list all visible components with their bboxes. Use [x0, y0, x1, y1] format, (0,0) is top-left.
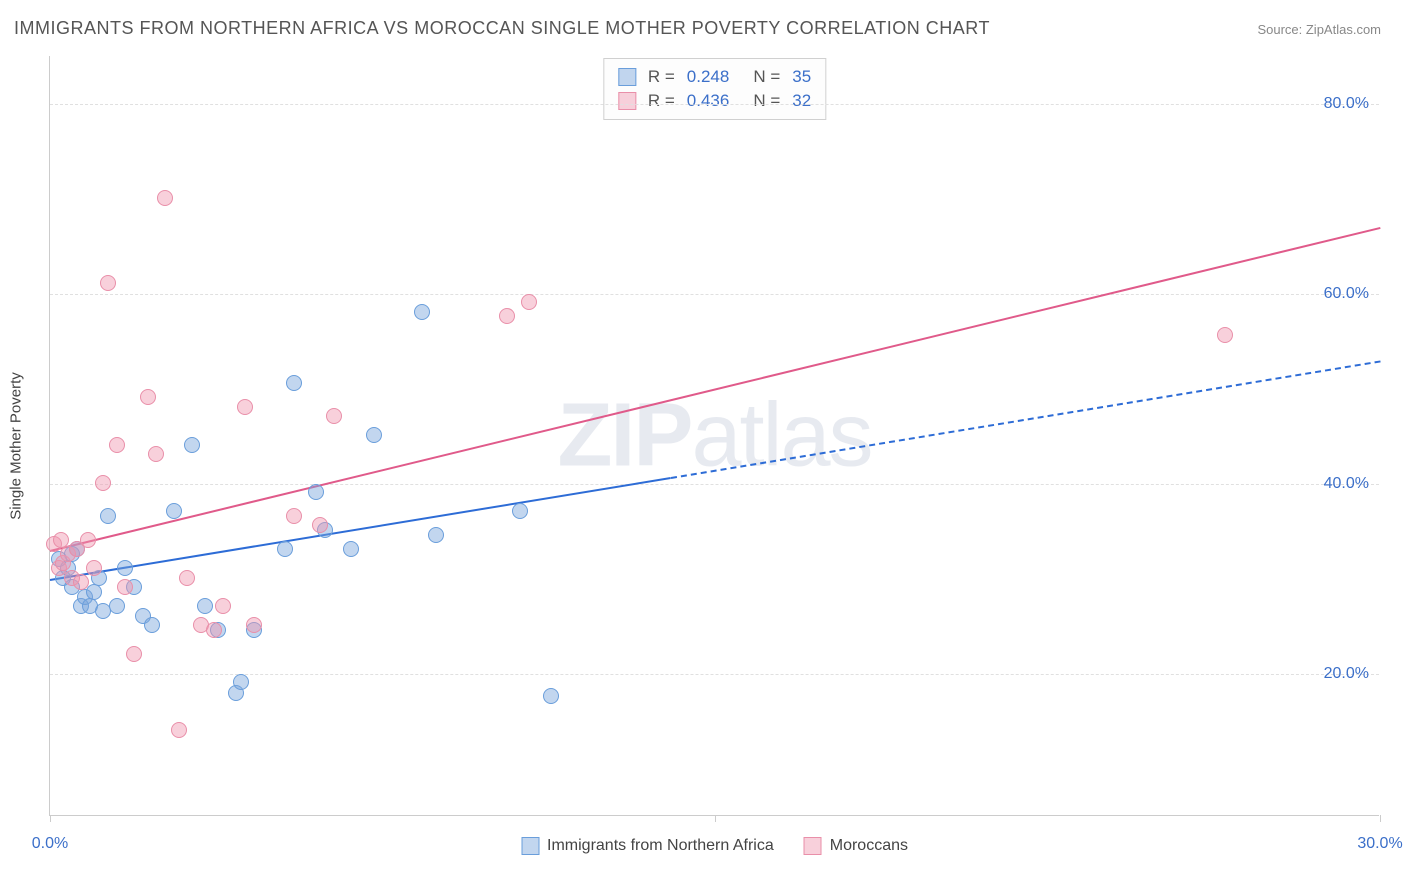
data-point: [166, 503, 182, 519]
legend-n-value: 32: [792, 91, 811, 111]
data-point: [343, 541, 359, 557]
legend-top-row: R = 0.436 N = 32: [618, 89, 811, 113]
data-point: [171, 722, 187, 738]
data-point: [277, 541, 293, 557]
data-point: [157, 190, 173, 206]
data-point: [286, 375, 302, 391]
trend-line: [50, 227, 1380, 552]
legend-bottom-item: Immigrants from Northern Africa: [521, 837, 774, 855]
data-point: [184, 437, 200, 453]
data-point: [117, 579, 133, 595]
data-point: [100, 508, 116, 524]
data-point: [366, 427, 382, 443]
legend-r-label: R =: [648, 67, 675, 87]
legend-n-label: N =: [753, 67, 780, 87]
data-point: [312, 517, 328, 533]
data-point: [233, 674, 249, 690]
data-point: [215, 598, 231, 614]
gridline: [50, 484, 1379, 485]
data-point: [86, 560, 102, 576]
chart-container: IMMIGRANTS FROM NORTHERN AFRICA VS MOROC…: [0, 0, 1406, 892]
gridline: [50, 294, 1379, 295]
plot-area: R =0.248N =35R =0.436N =32 ZIPatlas Immi…: [49, 56, 1379, 816]
gridline: [50, 674, 1379, 675]
x-tick: [715, 815, 716, 822]
legend-r-value: 0.248: [687, 67, 730, 87]
source-label: Source: ZipAtlas.com: [1257, 22, 1381, 37]
trend-line: [670, 360, 1380, 479]
data-point: [543, 688, 559, 704]
legend-swatch: [804, 837, 822, 855]
x-tick: [1380, 815, 1381, 822]
data-point: [512, 503, 528, 519]
legend-bottom-item: Moroccans: [804, 837, 908, 855]
data-point: [144, 617, 160, 633]
legend-r-value: 0.436: [687, 91, 730, 111]
x-tick-label: 0.0%: [32, 835, 68, 853]
legend-series: Immigrants from Northern Africa Moroccans: [521, 837, 908, 855]
data-point: [86, 584, 102, 600]
data-point: [109, 598, 125, 614]
data-point: [499, 308, 515, 324]
data-point: [109, 437, 125, 453]
data-point: [179, 570, 195, 586]
data-point: [73, 574, 89, 590]
data-point: [308, 484, 324, 500]
data-point: [326, 408, 342, 424]
legend-swatch: [618, 92, 636, 110]
data-point: [100, 275, 116, 291]
legend-series-label: Immigrants from Northern Africa: [547, 837, 774, 855]
data-point: [286, 508, 302, 524]
x-tick-label: 30.0%: [1357, 835, 1402, 853]
legend-correlation: R = 0.248 N = 35 R = 0.436 N = 32: [603, 58, 826, 120]
data-point: [206, 622, 222, 638]
data-point: [1217, 327, 1233, 343]
y-tick-label: 80.0%: [1324, 95, 1369, 113]
data-point: [140, 389, 156, 405]
data-point: [126, 646, 142, 662]
data-point: [414, 304, 430, 320]
legend-n-value: 35: [792, 67, 811, 87]
y-tick-label: 60.0%: [1324, 285, 1369, 303]
legend-swatch: [521, 837, 539, 855]
data-point: [148, 446, 164, 462]
data-point: [95, 475, 111, 491]
legend-series-label: Moroccans: [830, 837, 908, 855]
chart-title: IMMIGRANTS FROM NORTHERN AFRICA VS MOROC…: [14, 18, 990, 39]
data-point: [521, 294, 537, 310]
data-point: [246, 617, 262, 633]
y-tick-label: 40.0%: [1324, 475, 1369, 493]
y-tick-label: 20.0%: [1324, 665, 1369, 683]
legend-r-label: R =: [648, 91, 675, 111]
legend-top-row: R = 0.248 N = 35: [618, 65, 811, 89]
legend-swatch: [618, 68, 636, 86]
data-point: [197, 598, 213, 614]
data-point: [428, 527, 444, 543]
data-point: [117, 560, 133, 576]
x-tick: [50, 815, 51, 822]
legend-n-label: N =: [753, 91, 780, 111]
data-point: [237, 399, 253, 415]
gridline: [50, 104, 1379, 105]
y-axis-label: Single Mother Poverty: [8, 372, 25, 520]
data-point: [80, 532, 96, 548]
